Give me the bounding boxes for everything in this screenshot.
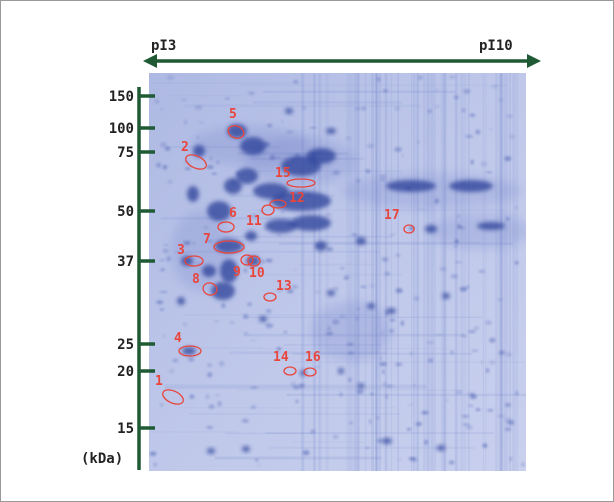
spot-marker-16 [303, 367, 317, 377]
gel-spot [382, 438, 392, 444]
gel-spot [220, 259, 238, 283]
gel-spot [236, 168, 258, 184]
spot-label-8: 8 [192, 272, 200, 287]
spot-label-13: 13 [276, 279, 292, 294]
gel-spot [367, 303, 375, 309]
mw-tick-label: 100 [109, 121, 134, 137]
gel-spot [338, 368, 344, 374]
spot-label-15: 15 [275, 166, 291, 181]
gel-spot [425, 225, 437, 233]
spot-marker-17 [403, 224, 415, 234]
gel-spot [177, 297, 185, 305]
gel-spot [182, 347, 196, 355]
gel-spot [215, 239, 243, 253]
gel-spot [285, 108, 293, 114]
gel-spot [240, 137, 266, 155]
gel-spot [356, 237, 366, 245]
mw-tick-label: 75 [117, 145, 134, 161]
mw-unit-label: (kDa) [81, 451, 123, 467]
spot-label-16: 16 [305, 350, 321, 365]
spot-marker-12 [269, 199, 287, 209]
gel-spot [202, 265, 216, 277]
spot-label-9: 9 [233, 265, 241, 280]
gel-spot [358, 383, 364, 389]
gel-spot [437, 445, 445, 451]
spot-marker-9 [240, 254, 254, 266]
ph-left-label: pI3 [151, 38, 176, 54]
spot-marker-13 [263, 292, 277, 302]
spot-label-2: 2 [181, 140, 189, 155]
spot-label-17: 17 [384, 208, 400, 223]
ph-right-label: pI10 [479, 38, 513, 54]
spot-label-5: 5 [229, 107, 237, 122]
gel-spot [242, 446, 250, 452]
gel-spot [306, 148, 336, 164]
spot-marker-4 [178, 345, 202, 357]
gel-spot [327, 290, 335, 296]
spot-label-4: 4 [174, 331, 182, 346]
spot-marker-7 [213, 240, 245, 254]
gel-spot [386, 180, 436, 192]
gel-spot [271, 191, 331, 211]
ph-arrow-right-head [527, 54, 541, 68]
spot-marker-1 [162, 389, 184, 405]
gel-spot [193, 145, 205, 157]
spot-marker-3 [184, 255, 204, 267]
gel-spot [326, 128, 336, 134]
gel-spot [265, 219, 297, 233]
spot-marker-8 [202, 282, 218, 296]
gel-spot [227, 124, 247, 138]
mw-tick-label: 150 [109, 89, 134, 105]
spot-label-12: 12 [289, 191, 305, 206]
gel-spot [224, 178, 242, 194]
mw-tick-label: 50 [117, 204, 134, 220]
mw-tick-label: 20 [117, 364, 134, 380]
gel-spot [291, 215, 331, 231]
gel-spot [207, 448, 215, 454]
gel-spot [259, 316, 267, 322]
mw-tick-label: 37 [117, 254, 134, 270]
ph-axis: pI3 pI10 [143, 38, 541, 68]
mw-tick-label: 25 [117, 337, 134, 353]
spot-marker-15 [286, 178, 316, 188]
gel-image [149, 73, 526, 471]
mw-axis: 150 100 75 50 37 25 20 15 (kDa) [81, 87, 155, 470]
gel-spot [207, 201, 231, 221]
spot-marker-2 [185, 154, 207, 170]
spot-marker-5 [227, 125, 245, 139]
ph-arrow-left-head [143, 54, 157, 68]
spot-marker-6 [217, 221, 235, 233]
gel-spot [315, 241, 327, 251]
gel-spot [449, 180, 493, 192]
spot-label-11: 11 [246, 214, 262, 229]
spot-marker-10 [247, 255, 261, 267]
gel-spot [245, 231, 257, 241]
gel-spot [211, 282, 235, 300]
spot-marker-11 [261, 204, 275, 216]
spot-marker-14 [283, 366, 297, 376]
gel-spot [187, 186, 199, 202]
mw-tick-label: 15 [117, 421, 134, 437]
gel-spot [442, 293, 450, 299]
gel-spot [181, 256, 193, 266]
spot-label-7: 7 [203, 232, 211, 247]
spot-label-6: 6 [229, 206, 237, 221]
spot-label-14: 14 [273, 350, 289, 365]
spot-label-1: 1 [155, 374, 163, 389]
gel-spot [386, 308, 396, 314]
gel-spot [477, 222, 505, 230]
spot-label-3: 3 [177, 243, 185, 258]
spot-label-10: 10 [249, 266, 265, 281]
